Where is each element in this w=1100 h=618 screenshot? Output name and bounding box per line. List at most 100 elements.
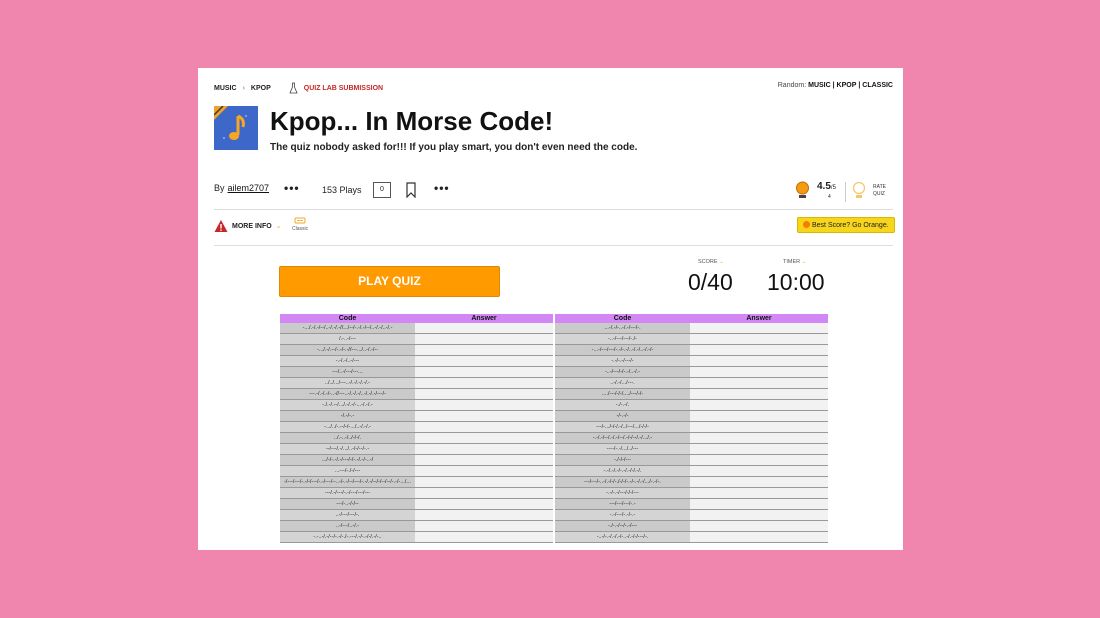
table-row: ...-/.-/-..-/.-/---/-. [555, 323, 828, 334]
answer-cell[interactable] [690, 421, 828, 433]
answer-cell[interactable] [690, 333, 828, 345]
answer-cell[interactable] [690, 366, 828, 378]
author-link[interactable]: ailem2707 [227, 183, 270, 193]
answer-cell[interactable] [415, 476, 553, 488]
answer-cell[interactable] [690, 355, 828, 367]
answer-cell[interactable] [415, 498, 553, 510]
table-row: ---/-..-/-/-- [280, 498, 553, 510]
table-row: -..-/-.-/.-/.-/-..-/.-/-/---/-. [555, 531, 828, 543]
bookmark-icon[interactable] [405, 182, 417, 198]
random-classic[interactable]: CLASSIC [862, 82, 893, 89]
answer-cell[interactable] [415, 432, 553, 444]
answer-cell[interactable] [690, 377, 828, 389]
answer-cell[interactable] [415, 487, 553, 499]
answer-cell[interactable] [415, 333, 553, 345]
table-row: -.-..-/.-/--/-.-/-./-.---/.-/-.-/-/.-/-.… [280, 531, 553, 543]
morse-code-cell: -..-/-.-/.-/.-/-..-/.-/-/---/-. [555, 531, 690, 543]
answer-cell[interactable] [415, 531, 553, 543]
more-icon[interactable]: ••• [284, 181, 300, 195]
more-info-toggle[interactable]: MORE INFO ⌄ [214, 219, 282, 233]
table-row: ---/---/-..-/.-/-/-./-/-/-.-/-.-/.-/.../… [555, 476, 828, 488]
timer-label[interactable]: TIMER ⌄ [783, 259, 806, 265]
quiz-table-right: Code Answer ...-/.-/-..-/.-/---/-. -..-/-… [555, 314, 828, 543]
morse-code-cell: ..-/---/..-/.- [280, 520, 415, 532]
best-score-button[interactable]: Best Score? Go Orange. [797, 217, 895, 233]
score-label[interactable]: SCORE ⌄ [698, 259, 724, 265]
byline: By ailem2707 [214, 183, 269, 193]
best-score-label: Best Score? Go Orange. [812, 222, 889, 229]
rating-of: /5 [830, 185, 836, 191]
divider [845, 182, 846, 202]
random-music[interactable]: MUSIC [808, 82, 831, 89]
answer-cell[interactable] [690, 476, 828, 488]
answer-cell[interactable] [415, 443, 553, 455]
answer-cell[interactable] [415, 465, 553, 477]
answer-cell[interactable] [690, 454, 828, 466]
rating-count: 4 [828, 194, 831, 200]
answer-cell[interactable] [690, 432, 828, 444]
table-row: /.-..-/--- [280, 333, 553, 345]
morse-code-cell: -./-.-/--/-.-/--- [555, 520, 690, 532]
morse-code-cell: ---/-..-/-/-- [280, 498, 415, 510]
play-quiz-button[interactable]: PLAY QUIZ [279, 266, 500, 297]
code-header: Code [280, 314, 415, 323]
answer-cell[interactable] [690, 487, 828, 499]
breadcrumb: MUSIC › KPOP QUIZ LAB SUBMISSION [214, 82, 383, 94]
answer-cell[interactable] [415, 421, 553, 433]
by-label: By [214, 183, 225, 193]
answer-cell[interactable] [415, 399, 553, 411]
warning-icon [214, 220, 228, 232]
morse-code-cell: .../-/-.-/.-/---/-/-.-/.-/-..-/ [280, 454, 415, 466]
answer-cell[interactable] [690, 498, 828, 510]
table-row: ---/---/---/-.- [555, 498, 828, 510]
answer-cell[interactable] [415, 388, 553, 400]
morse-code-cell: ../.-..-/../-/-/. [280, 432, 415, 444]
table-row: -./.-/.--/.../.-/.-/-...-/.-/.- [280, 399, 553, 411]
comments-button[interactable]: 0 [373, 182, 391, 198]
random-sep: | [832, 82, 835, 89]
breadcrumb-music[interactable]: MUSIC [214, 84, 237, 92]
classic-type: Classic [292, 217, 308, 232]
quiz-lab-link[interactable]: QUIZ LAB SUBMISSION [303, 84, 384, 92]
breadcrumb-kpop[interactable]: KPOP [250, 84, 271, 92]
answer-cell[interactable] [415, 366, 553, 378]
morse-code-cell: ...---/-./-/--- [280, 465, 415, 477]
chevron-down-icon: ⌄ [719, 259, 724, 265]
table-row: ---/.-/---/-.-/---/---/--- [280, 487, 553, 499]
morse-code-cell: --/---/.-/.../..-/-/--/-.- [280, 443, 415, 455]
answer-cell[interactable] [690, 509, 828, 521]
table-row: -.-/.-/.-/-.-/.-/-/.-/. [555, 465, 828, 477]
rate-quiz-icon[interactable] [852, 181, 866, 199]
quiz-title: Kpop... In Morse Code! [270, 106, 554, 136]
morse-code-cell: ...-/.-/-..-/.-/---/-. [555, 323, 690, 334]
answer-cell[interactable] [690, 531, 828, 543]
answer-cell[interactable] [690, 520, 828, 532]
answer-cell[interactable] [415, 520, 553, 532]
answer-cell[interactable] [415, 377, 553, 389]
answer-cell[interactable] [415, 323, 553, 334]
answer-cell[interactable] [690, 465, 828, 477]
morse-code-cell: -.../.-/.--/-.-/-.-//---.../..-/.-/-- [280, 344, 415, 356]
table-row: -.-/.-/..-/--- [280, 355, 553, 367]
more-options-icon[interactable]: ••• [434, 181, 450, 195]
morse-code-cell: -..-/---/-/-.-/..-/.- [555, 366, 690, 378]
table-row: -/-.-/- [555, 410, 828, 422]
answer-cell[interactable] [415, 454, 553, 466]
rate-quiz-label[interactable]: RATE QUIZ [873, 184, 886, 198]
answer-cell[interactable] [415, 509, 553, 521]
random-kpop[interactable]: KPOP [836, 82, 857, 89]
answer-cell[interactable] [415, 410, 553, 422]
answer-cell[interactable] [690, 399, 828, 411]
answer-cell[interactable] [690, 410, 828, 422]
answer-cell[interactable] [690, 388, 828, 400]
morse-code-cell: -/---/---/-.-/-/---/-.-/---/--..-/-.-/--… [280, 476, 415, 488]
answer-header: Answer [690, 314, 828, 323]
answer-cell[interactable] [690, 443, 828, 455]
answer-cell[interactable] [690, 344, 828, 356]
answer-cell[interactable] [415, 355, 553, 367]
answer-cell[interactable] [690, 323, 828, 334]
table-row: ..-/.-/.../---. [555, 377, 828, 389]
orange-icon [803, 221, 810, 228]
random-label: Random: [777, 82, 807, 89]
answer-cell[interactable] [415, 344, 553, 356]
